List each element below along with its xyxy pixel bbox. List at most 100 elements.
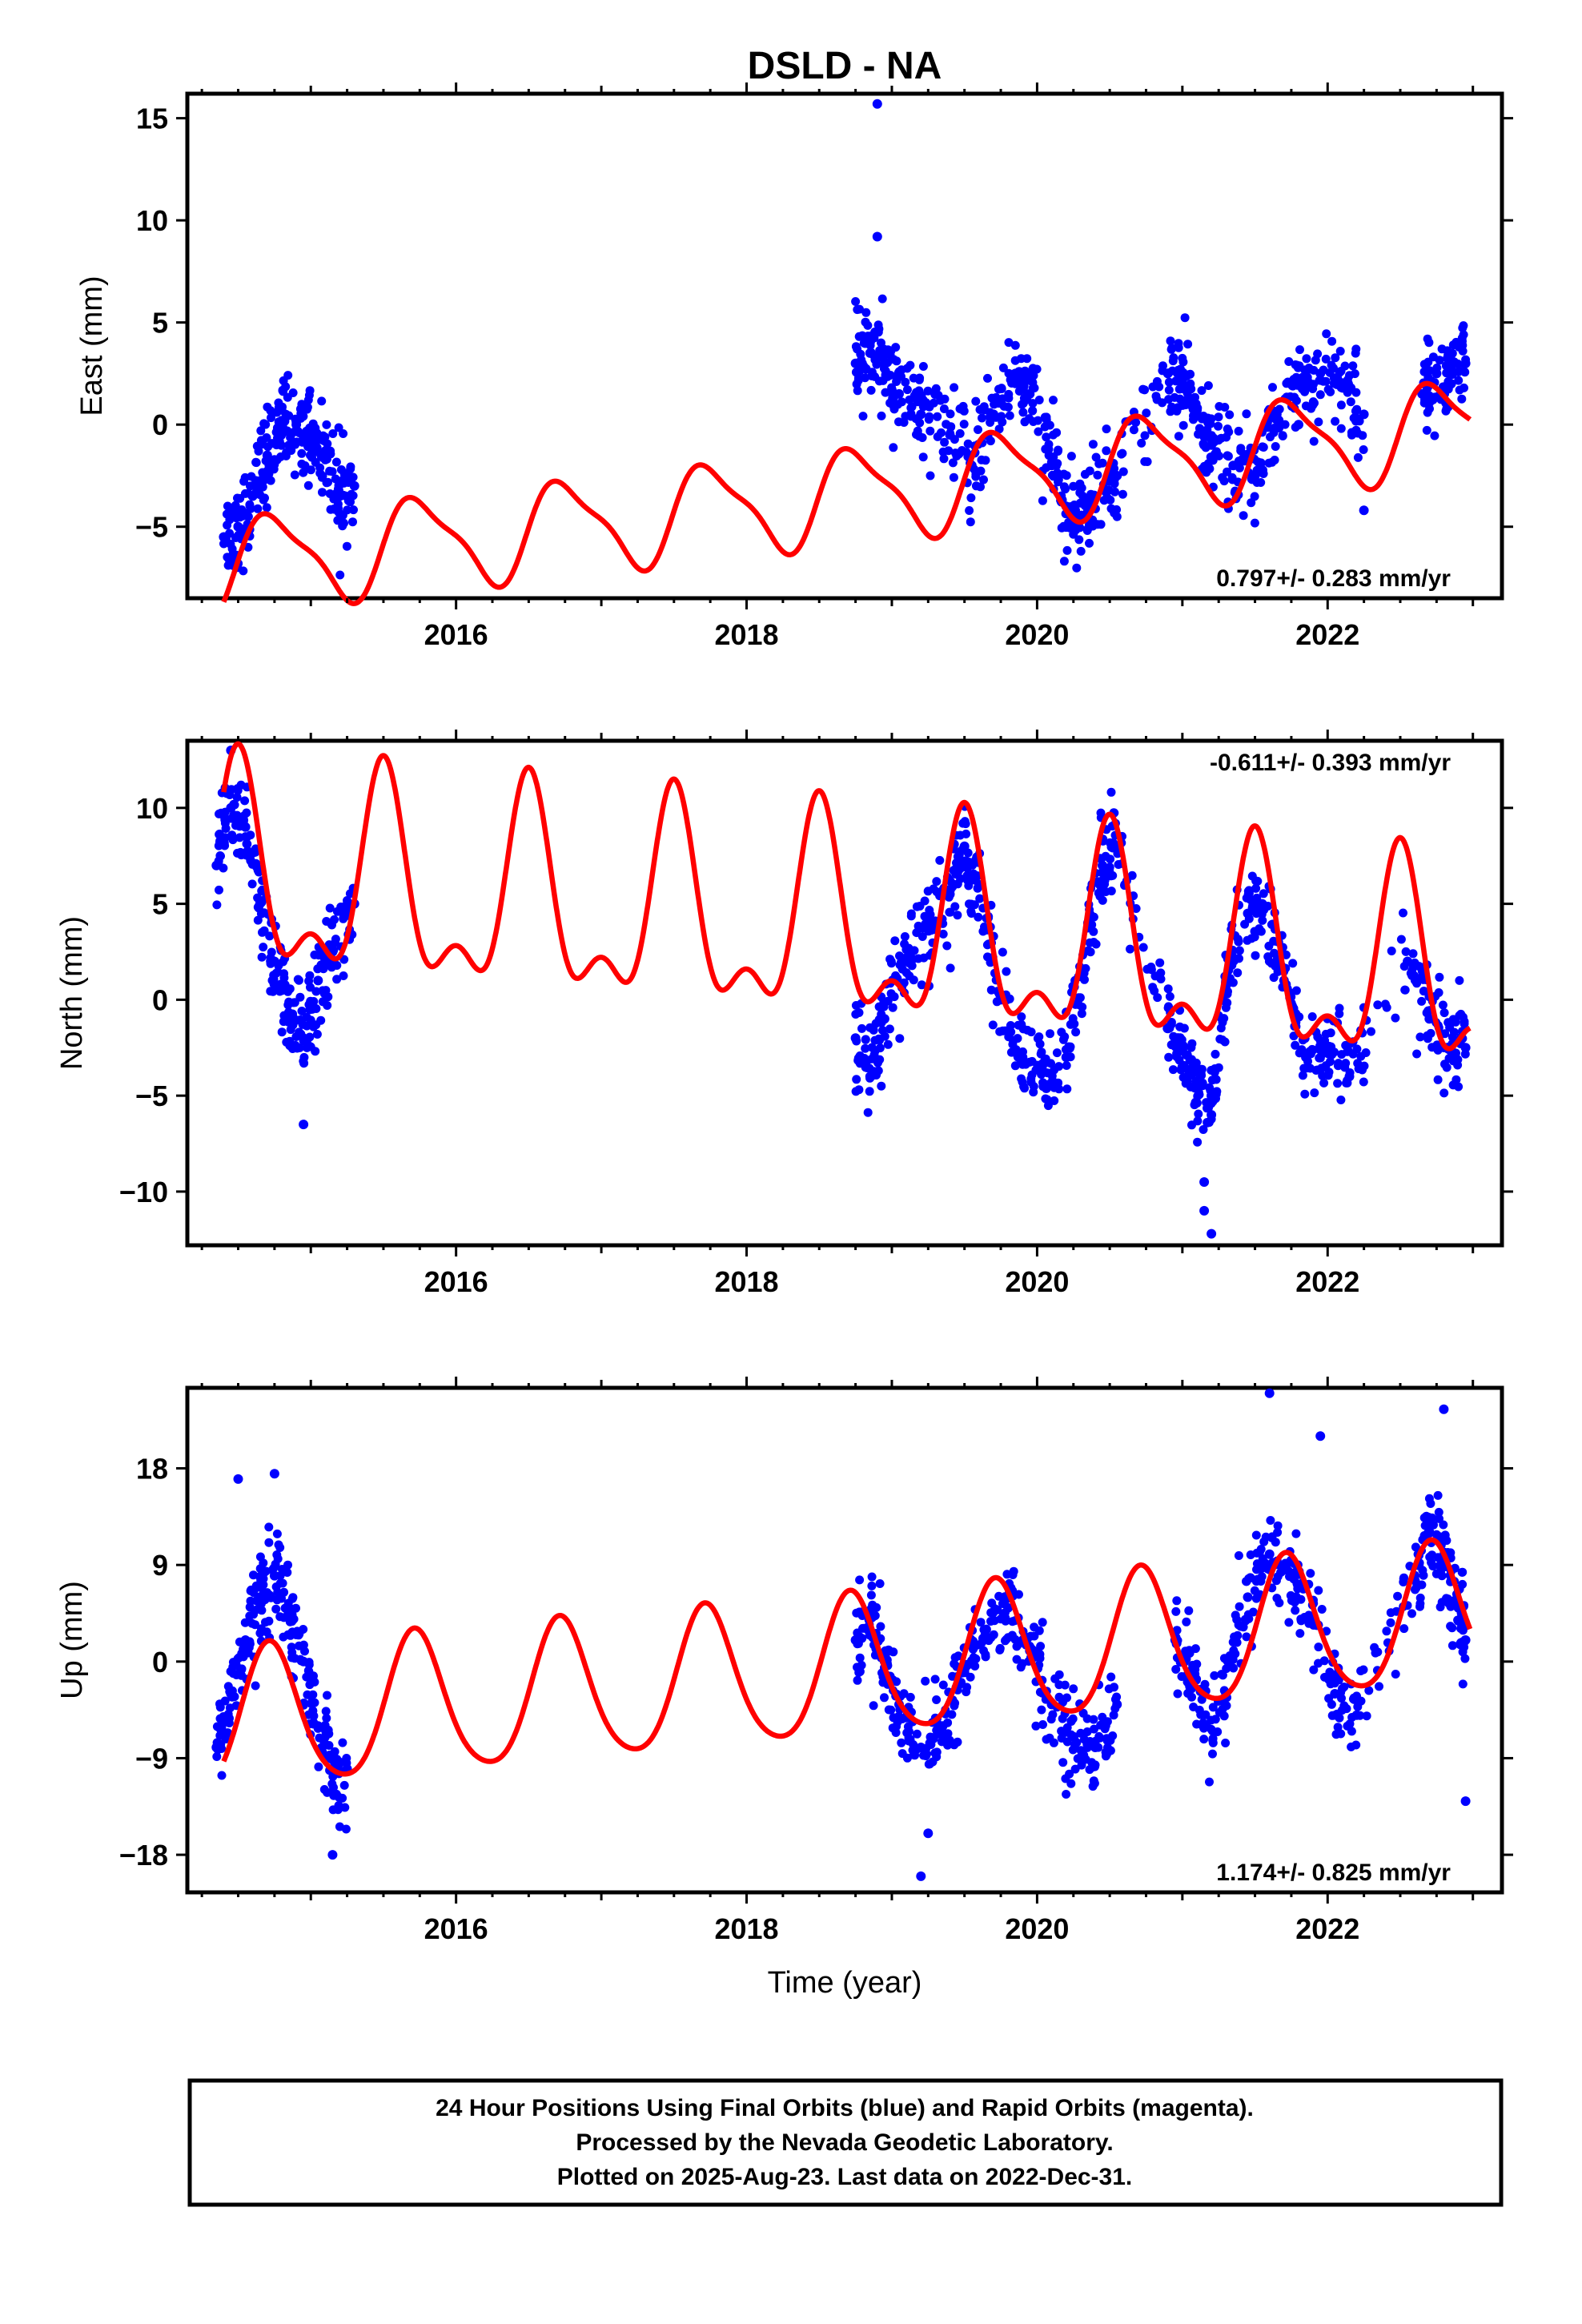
north-point: [861, 1043, 870, 1053]
east-point: [323, 439, 332, 448]
up-point: [1197, 1695, 1207, 1704]
east-point: [1041, 444, 1050, 454]
east-point: [887, 385, 897, 395]
north-point: [901, 968, 911, 978]
east-point: [1247, 498, 1256, 508]
north-point: [1019, 1082, 1029, 1092]
up-point: [315, 1722, 325, 1731]
east-point: [1140, 431, 1150, 440]
north-point: [874, 1002, 884, 1011]
north-point: [1325, 1044, 1335, 1054]
north-y-tick-label: 5: [152, 888, 168, 921]
north-point: [1131, 904, 1141, 913]
east-point: [894, 367, 904, 376]
east-point: [1327, 360, 1336, 370]
east-point: [1179, 384, 1189, 394]
east-point: [334, 504, 343, 513]
up-point: [875, 1579, 885, 1588]
north-point: [1433, 1075, 1443, 1084]
north-point: [1017, 1012, 1026, 1022]
north-point: [1415, 1032, 1425, 1042]
east-point: [966, 517, 975, 527]
north-point: [946, 963, 955, 973]
north-point: [1207, 1115, 1216, 1124]
east-point: [929, 398, 938, 408]
north-point: [1439, 1008, 1449, 1018]
north-point: [998, 947, 1007, 957]
north-x-tick-label: 2016: [424, 1265, 488, 1298]
north-point: [1244, 886, 1254, 895]
up-point: [888, 1723, 897, 1733]
north-point: [917, 980, 926, 990]
up-point: [309, 1711, 319, 1721]
east-point: [1327, 336, 1337, 346]
east-point: [339, 490, 348, 500]
north-point: [1194, 1109, 1203, 1119]
north-point: [220, 818, 230, 828]
east-point: [917, 433, 927, 442]
east-point: [970, 464, 979, 474]
up-point: [869, 1701, 878, 1711]
up-point: [1391, 1670, 1400, 1679]
up-point: [212, 1752, 222, 1761]
north-x-tick-label: 2022: [1295, 1265, 1359, 1298]
up-point: [1258, 1554, 1267, 1563]
up-point: [1291, 1529, 1301, 1538]
north-point: [877, 1081, 886, 1091]
up-point: [904, 1727, 913, 1736]
up-point: [259, 1558, 268, 1568]
east-point: [267, 413, 275, 423]
up-point: [1233, 1630, 1243, 1640]
east-point: [261, 420, 271, 429]
north-point: [1066, 1052, 1075, 1062]
east-point: [1070, 501, 1079, 509]
east-point: [1069, 481, 1078, 491]
up-point: [1447, 1641, 1457, 1651]
east-point: [952, 452, 962, 460]
up-point: [1081, 1755, 1090, 1764]
east-point: [1353, 428, 1363, 438]
east-point: [1203, 381, 1213, 390]
east-point: [1275, 404, 1284, 414]
north-point: [1022, 1025, 1032, 1035]
north-point: [1018, 1047, 1027, 1056]
north-point: [1438, 1000, 1447, 1010]
east-point: [877, 338, 885, 348]
up-point: [1424, 1494, 1434, 1503]
north-point: [1335, 1003, 1344, 1013]
north-point: [265, 931, 275, 941]
north-point: [1233, 968, 1243, 978]
east-x-tick-label: 2020: [1005, 618, 1069, 651]
east-point: [322, 420, 331, 429]
east-point: [1447, 348, 1457, 358]
north-point: [343, 896, 351, 905]
east-point: [1102, 424, 1111, 434]
north-point: [1448, 1056, 1458, 1066]
north-point: [854, 1008, 864, 1017]
north-point: [1267, 959, 1276, 968]
north-point: [1434, 988, 1443, 997]
east-point: [1325, 368, 1335, 377]
north-point: [1096, 808, 1106, 818]
east-point: [918, 452, 928, 462]
east-point: [1018, 384, 1028, 393]
up-point: [1458, 1647, 1468, 1657]
east-data-points: [219, 99, 1471, 580]
east-point: [262, 433, 271, 442]
north-point: [332, 975, 342, 984]
north-point: [1432, 1040, 1442, 1050]
up-point: [217, 1771, 227, 1780]
north-point: [1348, 1049, 1358, 1059]
up-point: [1069, 1733, 1078, 1743]
north-point: [1302, 1063, 1311, 1073]
up-point: [1314, 1586, 1323, 1595]
east-point: [980, 405, 990, 415]
up-point: [1246, 1550, 1255, 1559]
east-point: [1252, 478, 1262, 487]
north-point: [1035, 1039, 1045, 1049]
east-y-tick-label: 0: [152, 408, 168, 441]
up-point: [251, 1681, 260, 1691]
east-point: [949, 472, 958, 482]
north-point: [852, 1075, 861, 1084]
east-y-tick-label: −5: [135, 511, 168, 544]
